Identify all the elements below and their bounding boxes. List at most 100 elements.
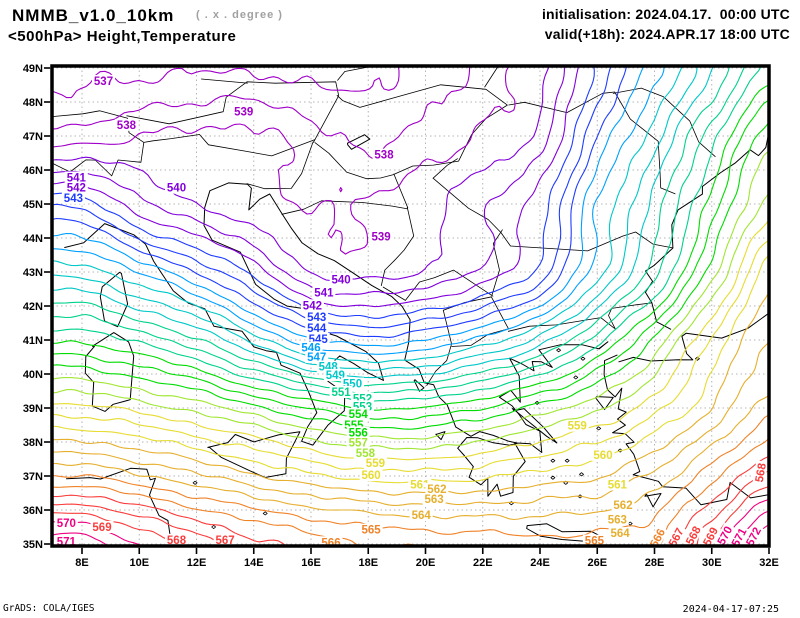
lon-label-14E: 14E bbox=[244, 557, 264, 569]
lat-label-42N: 42N bbox=[23, 301, 43, 313]
svg-text:561: 561 bbox=[608, 480, 628, 492]
lat-label-38N: 38N bbox=[23, 437, 43, 449]
lat-label-47N: 47N bbox=[23, 131, 43, 143]
initialisation-time: initialisation: 2024.04.17. 00:00 UTC bbox=[541, 6, 790, 22]
lat-label-41N: 41N bbox=[23, 335, 43, 347]
lon-label-8E: 8E bbox=[75, 557, 88, 569]
svg-text:568: 568 bbox=[754, 462, 769, 484]
svg-text:565: 565 bbox=[362, 525, 382, 537]
contour-553 bbox=[52, 66, 762, 402]
lon-label-30E: 30E bbox=[702, 557, 722, 569]
contour-541 bbox=[52, 66, 565, 296]
contour-544 bbox=[52, 66, 612, 329]
lon-label-32E: 32E bbox=[759, 557, 779, 569]
svg-text:554: 554 bbox=[349, 409, 369, 421]
lon-label-26E: 26E bbox=[587, 557, 607, 569]
contour-565 bbox=[52, 414, 769, 539]
svg-text:544: 544 bbox=[307, 323, 327, 335]
grads-attribution: GrADS: COLA/IGES bbox=[3, 603, 95, 614]
svg-text:564: 564 bbox=[611, 528, 631, 540]
svg-text:558: 558 bbox=[356, 448, 376, 460]
lat-label-40N: 40N bbox=[23, 369, 43, 381]
contour-542 bbox=[52, 66, 580, 308]
svg-text:566: 566 bbox=[321, 537, 340, 549]
svg-text:562: 562 bbox=[427, 484, 446, 496]
svg-text:562: 562 bbox=[613, 500, 632, 512]
valid-time: valid(+18h): 2024.APR.17 18:00 UTC bbox=[544, 26, 790, 42]
svg-text:563: 563 bbox=[608, 515, 627, 527]
svg-text:542: 542 bbox=[303, 300, 322, 312]
contour-551 bbox=[52, 66, 731, 387]
svg-text:542: 542 bbox=[67, 183, 86, 195]
svg-text:543: 543 bbox=[64, 193, 83, 205]
contour-549 bbox=[52, 66, 698, 371]
svg-text:551: 551 bbox=[332, 387, 352, 399]
svg-text:543: 543 bbox=[307, 312, 326, 324]
axes: 49N 48N 47N 46N 45N 44N 43N 42N 41N 40N 39N 38N 37N 3… bbox=[23, 63, 779, 569]
contour-559 bbox=[52, 219, 769, 461]
contour-543 bbox=[52, 66, 595, 319]
lon-label-10E: 10E bbox=[129, 557, 149, 569]
svg-text:560: 560 bbox=[593, 450, 612, 462]
lat-label-37N: 37N bbox=[23, 471, 43, 483]
contour-539 bbox=[52, 66, 516, 255]
contour-540 bbox=[52, 66, 550, 282]
tick-marks bbox=[44, 67, 770, 554]
svg-text:570: 570 bbox=[57, 518, 76, 530]
contour-547 bbox=[52, 66, 665, 355]
svg-text:539: 539 bbox=[372, 231, 391, 243]
svg-text:559: 559 bbox=[568, 421, 587, 433]
svg-text:541: 541 bbox=[67, 173, 87, 185]
lat-label-49N: 49N bbox=[23, 63, 43, 75]
lon-label-18E: 18E bbox=[358, 557, 378, 569]
contour-538 bbox=[52, 66, 471, 161]
lon-label-24E: 24E bbox=[530, 557, 550, 569]
grid-resolution-note: ( . x . degree ) bbox=[196, 9, 283, 21]
contour-548 bbox=[52, 66, 683, 364]
svg-text:540: 540 bbox=[332, 275, 351, 287]
map-frame bbox=[50, 64, 771, 548]
lat-axis-labels: 49N 48N 47N 46N 45N 44N 43N 42N 41N 40N 39N 38N 37N 3… bbox=[23, 63, 43, 551]
lat-label-44N: 44N bbox=[23, 233, 43, 245]
svg-text:559: 559 bbox=[366, 458, 385, 470]
svg-text:538: 538 bbox=[117, 120, 137, 132]
lat-label-39N: 39N bbox=[23, 403, 43, 415]
contour-labels: 5375385395385395405415425435405415425435… bbox=[54, 74, 769, 549]
lon-label-22E: 22E bbox=[473, 557, 493, 569]
creation-timestamp: 2024-04-17-07:25 bbox=[682, 604, 779, 615]
contour-555 bbox=[52, 99, 769, 421]
svg-text:571: 571 bbox=[57, 536, 77, 548]
svg-text:557: 557 bbox=[349, 438, 368, 450]
svg-text:567: 567 bbox=[216, 535, 235, 547]
lon-axis-labels: 8E 10E 12E 14E 16E 18E 20E 22E 24E 26E 28E 30E 32E bbox=[75, 557, 779, 569]
lat-label-46N: 46N bbox=[23, 165, 43, 177]
svg-text:565: 565 bbox=[585, 536, 605, 548]
contour-lines bbox=[52, 66, 769, 546]
model-title: NMMB_v1.0_10km bbox=[12, 6, 175, 25]
contour-545 bbox=[52, 66, 628, 338]
lat-label-36N: 36N bbox=[23, 505, 43, 517]
contour-560 bbox=[52, 239, 769, 472]
svg-text:538: 538 bbox=[374, 150, 394, 162]
lat-label-43N: 43N bbox=[23, 267, 43, 279]
svg-text:569: 569 bbox=[92, 522, 111, 534]
svg-text:561: 561 bbox=[410, 480, 430, 492]
svg-text:564: 564 bbox=[412, 510, 432, 522]
svg-text:568: 568 bbox=[167, 535, 187, 547]
svg-text:560: 560 bbox=[362, 470, 381, 482]
contour-557 bbox=[52, 150, 769, 440]
lon-label-20E: 20E bbox=[416, 557, 436, 569]
lon-label-12E: 12E bbox=[187, 557, 207, 569]
svg-text:539: 539 bbox=[234, 107, 253, 119]
lat-label-35N: 35N bbox=[23, 539, 43, 551]
lat-label-45N: 45N bbox=[23, 199, 43, 211]
svg-text:541: 541 bbox=[314, 287, 334, 299]
svg-text:537: 537 bbox=[94, 76, 113, 88]
svg-text:549: 549 bbox=[326, 370, 345, 382]
svg-text:540: 540 bbox=[167, 183, 186, 195]
lat-label-48N: 48N bbox=[23, 97, 43, 109]
lon-label-16E: 16E bbox=[301, 557, 321, 569]
contour-546 bbox=[52, 66, 645, 347]
